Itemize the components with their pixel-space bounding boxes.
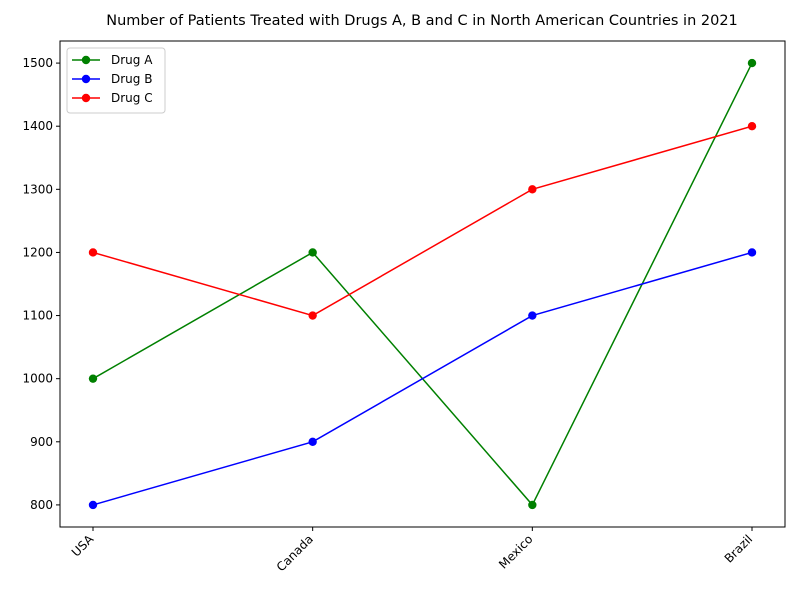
y-tick-label: 1400 [22, 119, 53, 133]
y-tick-label: 800 [30, 498, 53, 512]
legend-label: Drug A [111, 53, 153, 67]
series-line-drug-b [92, 251, 753, 506]
data-point-drug-b [747, 248, 757, 257]
series-drug-b [88, 248, 757, 510]
data-point-drug-b [528, 311, 537, 320]
legend-box [66, 47, 166, 114]
chart-title: Number of Patients Treated with Drugs A,… [106, 13, 738, 29]
y-tick-label: 1500 [22, 56, 53, 70]
plot-frame [59, 40, 786, 528]
data-point-drug-c [308, 311, 317, 320]
data-point-drug-a [747, 58, 757, 68]
data-point-drug-c [747, 122, 757, 131]
series-layer [88, 58, 757, 510]
legend-marker [81, 93, 91, 103]
y-tick-label: 1000 [22, 372, 53, 386]
data-point-drug-a [308, 248, 317, 257]
legend-entry-drug-c: Drug C [72, 91, 153, 105]
y-tick-label: 1300 [22, 182, 53, 196]
legend-entry-drug-a: Drug A [72, 53, 153, 67]
y-axis: 800 900 1000 1100 1200 1300 1400 1500 [22, 56, 60, 512]
legend-entry-drug-b: Drug B [72, 72, 152, 86]
data-point-drug-a [88, 374, 98, 383]
data-point-drug-b [308, 437, 317, 446]
series-drug-c [88, 122, 757, 320]
legend-label: Drug C [111, 91, 153, 105]
series-line-drug-c [92, 125, 753, 317]
legend: Drug A Drug B Drug C [66, 47, 166, 114]
legend-marker [81, 74, 91, 84]
y-tick-label: 900 [30, 435, 53, 449]
data-point-drug-b [88, 500, 98, 510]
legend-label: Drug B [111, 72, 152, 86]
data-point-drug-a [528, 500, 537, 510]
y-tick-label: 1200 [22, 245, 53, 259]
y-tick-label: 1100 [22, 309, 53, 323]
data-point-drug-c [88, 248, 98, 257]
legend-marker [81, 55, 91, 65]
data-point-drug-c [528, 185, 537, 194]
